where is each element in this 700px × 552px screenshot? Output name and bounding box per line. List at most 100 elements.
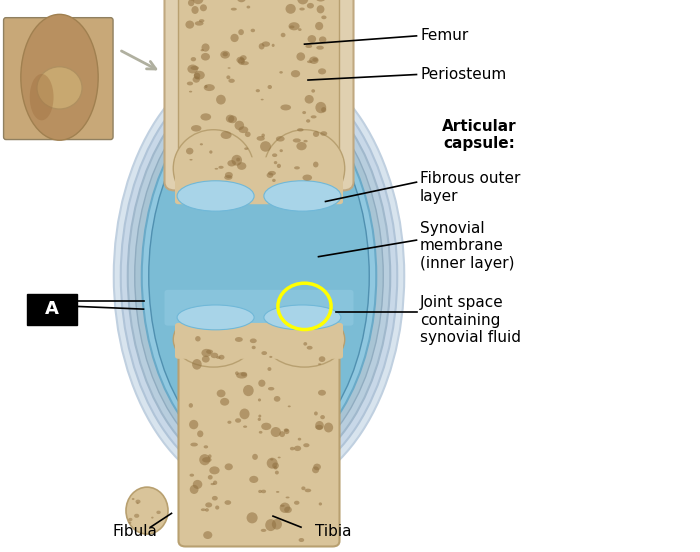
Ellipse shape: [303, 342, 307, 346]
Ellipse shape: [174, 312, 253, 367]
Ellipse shape: [215, 506, 219, 509]
Ellipse shape: [261, 423, 272, 430]
Ellipse shape: [271, 427, 281, 437]
Ellipse shape: [315, 22, 323, 30]
Ellipse shape: [136, 502, 139, 504]
Ellipse shape: [136, 500, 141, 503]
Ellipse shape: [258, 490, 262, 493]
Ellipse shape: [234, 121, 244, 130]
Ellipse shape: [268, 171, 276, 176]
Ellipse shape: [304, 95, 314, 104]
Ellipse shape: [230, 34, 239, 42]
Ellipse shape: [252, 454, 258, 460]
Ellipse shape: [203, 531, 212, 539]
Ellipse shape: [193, 0, 204, 4]
Ellipse shape: [307, 3, 314, 8]
Ellipse shape: [303, 140, 308, 142]
Ellipse shape: [246, 6, 251, 8]
Ellipse shape: [251, 29, 255, 32]
Ellipse shape: [260, 141, 271, 152]
Ellipse shape: [267, 458, 278, 469]
Ellipse shape: [190, 66, 199, 70]
Text: Femur: Femur: [420, 28, 468, 44]
Ellipse shape: [303, 443, 309, 447]
Ellipse shape: [237, 162, 246, 170]
Ellipse shape: [258, 418, 261, 421]
Ellipse shape: [237, 57, 244, 63]
Ellipse shape: [228, 115, 237, 123]
Ellipse shape: [204, 85, 208, 88]
Ellipse shape: [148, 92, 370, 459]
Ellipse shape: [274, 396, 281, 402]
Ellipse shape: [113, 55, 405, 497]
Ellipse shape: [321, 107, 326, 113]
Ellipse shape: [260, 99, 264, 100]
Ellipse shape: [250, 338, 257, 343]
Ellipse shape: [321, 131, 327, 136]
Ellipse shape: [29, 74, 54, 120]
Ellipse shape: [216, 356, 221, 359]
Ellipse shape: [321, 15, 326, 19]
Ellipse shape: [189, 91, 192, 93]
Ellipse shape: [264, 305, 341, 330]
FancyBboxPatch shape: [175, 323, 343, 359]
Ellipse shape: [204, 445, 208, 448]
Text: Fibrous outer
layer: Fibrous outer layer: [420, 172, 520, 204]
Ellipse shape: [272, 463, 279, 469]
Ellipse shape: [226, 76, 230, 79]
Ellipse shape: [120, 63, 398, 489]
Ellipse shape: [190, 485, 199, 494]
Ellipse shape: [194, 73, 200, 79]
Ellipse shape: [190, 474, 194, 477]
Text: Fibula: Fibula: [112, 523, 157, 539]
Ellipse shape: [232, 155, 242, 166]
Ellipse shape: [261, 134, 265, 137]
Ellipse shape: [177, 181, 254, 211]
Ellipse shape: [318, 502, 322, 506]
Ellipse shape: [311, 115, 316, 119]
Ellipse shape: [220, 131, 232, 139]
Ellipse shape: [286, 496, 290, 498]
Ellipse shape: [237, 0, 246, 2]
Ellipse shape: [315, 425, 323, 429]
Ellipse shape: [258, 415, 261, 417]
Ellipse shape: [265, 519, 276, 531]
Ellipse shape: [267, 85, 272, 89]
Ellipse shape: [307, 35, 316, 43]
Ellipse shape: [224, 175, 232, 180]
Ellipse shape: [194, 71, 205, 79]
Ellipse shape: [235, 371, 239, 375]
Ellipse shape: [191, 6, 199, 14]
Ellipse shape: [296, 142, 307, 150]
Ellipse shape: [313, 131, 319, 137]
Ellipse shape: [208, 454, 211, 458]
Ellipse shape: [275, 471, 279, 475]
Ellipse shape: [127, 72, 391, 480]
Ellipse shape: [206, 349, 213, 354]
Ellipse shape: [245, 131, 251, 137]
Ellipse shape: [320, 415, 325, 420]
Ellipse shape: [239, 126, 248, 133]
Ellipse shape: [211, 353, 218, 358]
Ellipse shape: [228, 79, 235, 83]
Ellipse shape: [279, 149, 283, 152]
Ellipse shape: [270, 458, 274, 460]
FancyBboxPatch shape: [27, 294, 77, 325]
FancyBboxPatch shape: [175, 157, 343, 204]
Ellipse shape: [192, 359, 202, 370]
Ellipse shape: [297, 128, 304, 131]
Ellipse shape: [290, 447, 295, 450]
Ellipse shape: [199, 19, 204, 23]
Ellipse shape: [293, 139, 301, 142]
Ellipse shape: [241, 61, 249, 65]
Ellipse shape: [286, 4, 296, 14]
Ellipse shape: [241, 372, 247, 376]
Ellipse shape: [298, 438, 301, 440]
Ellipse shape: [200, 49, 204, 51]
Ellipse shape: [294, 445, 301, 451]
Ellipse shape: [204, 84, 215, 91]
Text: Synovial
membrane
(inner layer): Synovial membrane (inner layer): [420, 221, 514, 270]
Ellipse shape: [193, 76, 200, 83]
Ellipse shape: [284, 507, 292, 513]
Ellipse shape: [302, 174, 312, 181]
